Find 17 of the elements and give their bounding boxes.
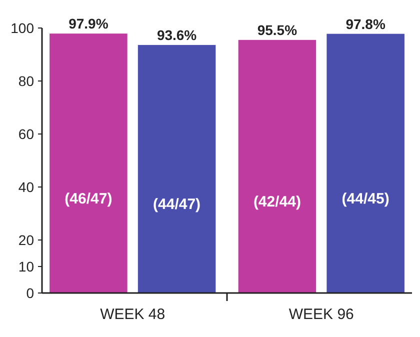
annotation: (42/44)	[253, 194, 301, 211]
y-tick-label: 40	[18, 178, 34, 195]
annotation: (44/47)	[153, 196, 201, 214]
data-label: 97.8%	[346, 16, 386, 32]
data-label: 93.6%	[156, 26, 198, 43]
data-label: 97.9%	[68, 16, 109, 32]
y-tick-label: 20	[18, 232, 34, 248]
x-tick-label: WEEK 96	[288, 306, 354, 323]
y-tick-label: 100	[10, 20, 34, 36]
annotation: (44/45)	[342, 190, 390, 208]
x-tick-label: WEEK 48	[100, 306, 166, 323]
data-label: 95.5%	[257, 22, 298, 38]
y-tick-label: 10	[18, 258, 34, 274]
y-tick-label: 60	[18, 126, 34, 142]
y-tick-label: 0	[26, 284, 34, 301]
annotation: (46/47)	[64, 190, 112, 208]
y-tick-label: 80	[18, 72, 34, 89]
